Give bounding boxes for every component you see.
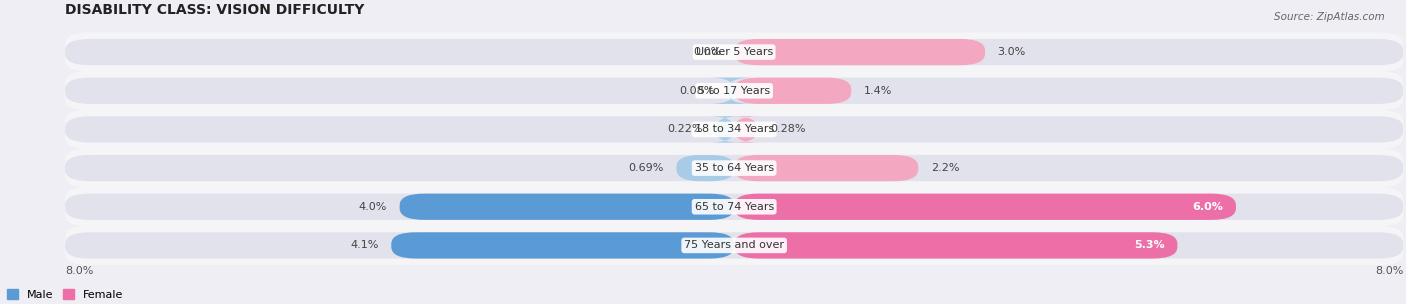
FancyBboxPatch shape (65, 116, 1403, 143)
Text: 35 to 64 Years: 35 to 64 Years (695, 163, 773, 173)
Text: 3.0%: 3.0% (998, 47, 1026, 57)
Legend: Male, Female: Male, Female (3, 285, 128, 304)
FancyBboxPatch shape (734, 78, 851, 104)
FancyBboxPatch shape (709, 116, 741, 143)
Text: 5.3%: 5.3% (1135, 240, 1164, 250)
Text: 65 to 74 Years: 65 to 74 Years (695, 202, 773, 212)
Text: 75 Years and over: 75 Years and over (685, 240, 785, 250)
Text: 0.69%: 0.69% (628, 163, 664, 173)
Text: 18 to 34 Years: 18 to 34 Years (695, 124, 773, 134)
Text: 8.0%: 8.0% (65, 266, 93, 275)
FancyBboxPatch shape (65, 226, 1403, 265)
Text: 0.08%: 0.08% (679, 86, 714, 96)
FancyBboxPatch shape (391, 232, 734, 259)
Text: 1.4%: 1.4% (863, 86, 893, 96)
FancyBboxPatch shape (65, 187, 1403, 226)
Text: 4.0%: 4.0% (359, 202, 387, 212)
Text: Under 5 Years: Under 5 Years (696, 47, 773, 57)
FancyBboxPatch shape (65, 39, 1403, 65)
Text: 0.22%: 0.22% (668, 124, 703, 134)
FancyBboxPatch shape (399, 194, 734, 220)
FancyBboxPatch shape (65, 110, 1403, 149)
FancyBboxPatch shape (734, 39, 986, 65)
Text: DISABILITY CLASS: VISION DIFFICULTY: DISABILITY CLASS: VISION DIFFICULTY (65, 2, 364, 16)
FancyBboxPatch shape (65, 232, 1403, 259)
FancyBboxPatch shape (65, 78, 1403, 104)
Text: 6.0%: 6.0% (1192, 202, 1223, 212)
FancyBboxPatch shape (734, 155, 918, 181)
FancyBboxPatch shape (65, 71, 1403, 110)
FancyBboxPatch shape (65, 33, 1403, 72)
Text: 0.28%: 0.28% (770, 124, 806, 134)
FancyBboxPatch shape (676, 155, 734, 181)
Text: Source: ZipAtlas.com: Source: ZipAtlas.com (1274, 12, 1385, 22)
FancyBboxPatch shape (65, 148, 1403, 188)
Text: 5 to 17 Years: 5 to 17 Years (699, 86, 770, 96)
Text: 0.0%: 0.0% (693, 47, 721, 57)
FancyBboxPatch shape (734, 232, 1177, 259)
FancyBboxPatch shape (733, 116, 759, 143)
FancyBboxPatch shape (65, 194, 1403, 220)
Text: 8.0%: 8.0% (1375, 266, 1403, 275)
FancyBboxPatch shape (709, 78, 752, 104)
Text: 4.1%: 4.1% (350, 240, 378, 250)
Text: 2.2%: 2.2% (931, 163, 959, 173)
FancyBboxPatch shape (734, 194, 1236, 220)
FancyBboxPatch shape (65, 155, 1403, 181)
